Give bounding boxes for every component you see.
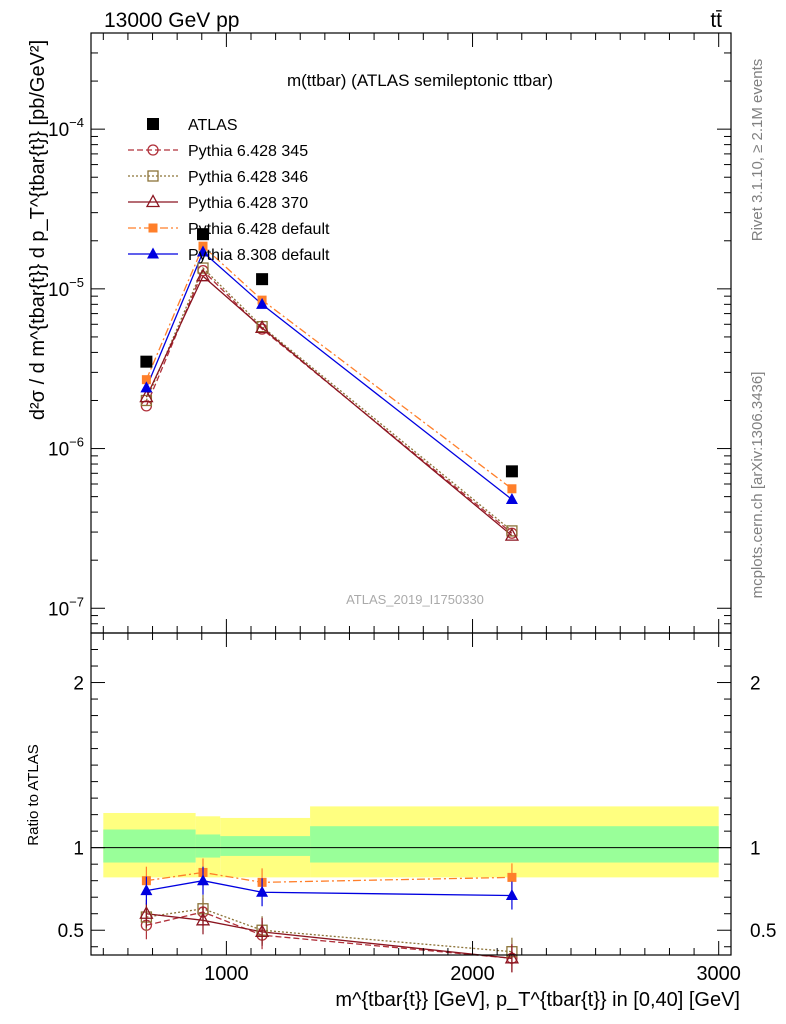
legend-marker-4	[148, 223, 158, 233]
main-point-series-3-3	[504, 527, 520, 541]
main-point-series-3-2	[254, 319, 270, 333]
ratio-line-series-0	[146, 911, 512, 959]
ratio-point-series-4-3	[505, 889, 518, 901]
main-series-lines	[145, 245, 513, 537]
ratio-point-series-2-0	[139, 905, 154, 919]
legend-marker-1	[147, 144, 159, 156]
legend-label-4: Pythia 6.428 default	[188, 221, 330, 238]
ratio-plot-frame	[90, 632, 732, 956]
main-line-series-1	[145, 269, 513, 534]
ratio-uncertainty-bands	[91, 806, 731, 878]
main-point-series-3-0	[139, 389, 154, 403]
ratio-line-series-3	[146, 871, 512, 883]
axis-ticks: 1000 2000 3000 10−7 10−6 10−5 10−4 0.5 0.5 1 1 2 2	[48, 32, 776, 985]
ratio-point-series-4-2	[256, 885, 269, 897]
ratio-y-axis-label: Ratio to ATLAS	[25, 744, 42, 845]
main-point-series-2-1	[197, 262, 209, 274]
ratio-series-markers	[139, 858, 520, 973]
y-tick-label-ratio-right-0.5: 0.5	[750, 921, 776, 942]
main-line-series-2	[145, 266, 513, 532]
legend-marker-0	[147, 118, 159, 130]
legend-marker-3	[145, 194, 161, 208]
ratio-point-series-2-3	[504, 950, 520, 964]
legend-label-5: Pythia 8.308 default	[188, 247, 330, 264]
band-1-bin-3	[310, 826, 719, 863]
main-point-series-3-1	[195, 268, 211, 282]
ratio-point-series-2-2	[254, 924, 270, 938]
ratio-point-series-2-1	[195, 912, 211, 926]
legend-marker-2	[147, 170, 159, 182]
main-point-series-5-2	[256, 297, 269, 309]
y-tick-label-main-3: 10−4	[48, 115, 84, 141]
band-1-bin-1	[195, 834, 221, 858]
main-point-series-0-3	[505, 465, 518, 478]
rivet-version-label: Rivet 3.1.10, ≥ 2.1M events	[749, 59, 766, 242]
main-point-series-0-2	[256, 273, 269, 286]
y-tick-label-ratio-left-1: 1	[73, 839, 84, 860]
y-tick-label-main-1: 10−6	[48, 435, 84, 461]
main-point-series-2-3	[506, 525, 518, 537]
y-tick-label-main-0: 10−7	[48, 594, 84, 620]
main-line-series-4	[145, 245, 513, 490]
legend-label-1: Pythia 6.428 345	[188, 143, 308, 160]
y-tick-label-ratio-left-0.5: 0.5	[58, 921, 84, 942]
ratio-line-series-2	[146, 913, 512, 959]
x-tick-label-2000: 2000	[450, 963, 495, 985]
analysis-watermark: ATLAS_2019_I1750330	[346, 592, 484, 607]
ratio-point-series-3-3	[507, 872, 517, 882]
main-point-series-5-1	[197, 245, 209, 257]
mcplots-label: mcplots.cern.ch [arXiv:1306.3436]	[749, 372, 766, 599]
process-label: tt̄	[710, 9, 722, 32]
legend: ATLAS Pythia 6.428 345 Pythia 6.428 346 Pyt…	[128, 117, 330, 264]
main-point-series-4-3	[507, 484, 517, 494]
ratio-line-series-4	[146, 880, 512, 897]
main-series-markers	[139, 228, 520, 541]
legend-marker-5	[147, 247, 159, 259]
band-1-bin-2	[220, 836, 311, 856]
ratio-series-lines	[146, 871, 512, 959]
ratio-line-series-1	[146, 908, 512, 953]
main-line-series-3	[145, 275, 513, 537]
y-tick-label-ratio-left-2: 2	[73, 674, 84, 695]
x-axis-label: m^{tbar{t}} [GeV], p_T^{tbar{t}} in [0,4…	[335, 989, 740, 1011]
y-tick-label-ratio-right-1: 1	[750, 839, 761, 860]
main-y-axis-label: d²σ / d m^{tbar{t}} d p_T^{tbar{t}} [pb/…	[27, 40, 49, 420]
main-point-series-0-1	[197, 228, 209, 241]
energy-label: 13000 GeV pp	[104, 9, 239, 32]
y-tick-label-ratio-right-2: 2	[750, 674, 761, 695]
main-point-series-5-0	[140, 381, 153, 393]
legend-label-0: ATLAS	[188, 117, 238, 134]
legend-label-2: Pythia 6.428 346	[188, 169, 308, 186]
x-tick-label-3000: 3000	[696, 963, 741, 985]
main-point-series-4-0	[141, 375, 151, 385]
main-point-series-5-3	[505, 492, 518, 504]
band-1-bin-0	[103, 829, 196, 863]
main-line-series-5	[145, 250, 513, 500]
chart-title: m(ttbar) (ATLAS semileptonic ttbar)	[287, 71, 553, 90]
main-plot-frame	[90, 32, 732, 634]
ratio-point-series-4-0	[140, 884, 153, 896]
y-tick-label-main-2: 10−5	[48, 275, 84, 301]
main-point-series-0-0	[140, 355, 153, 368]
ratio-point-series-4-1	[197, 874, 209, 886]
legend-label-3: Pythia 6.428 370	[188, 195, 308, 212]
x-tick-label-1000: 1000	[204, 963, 249, 985]
